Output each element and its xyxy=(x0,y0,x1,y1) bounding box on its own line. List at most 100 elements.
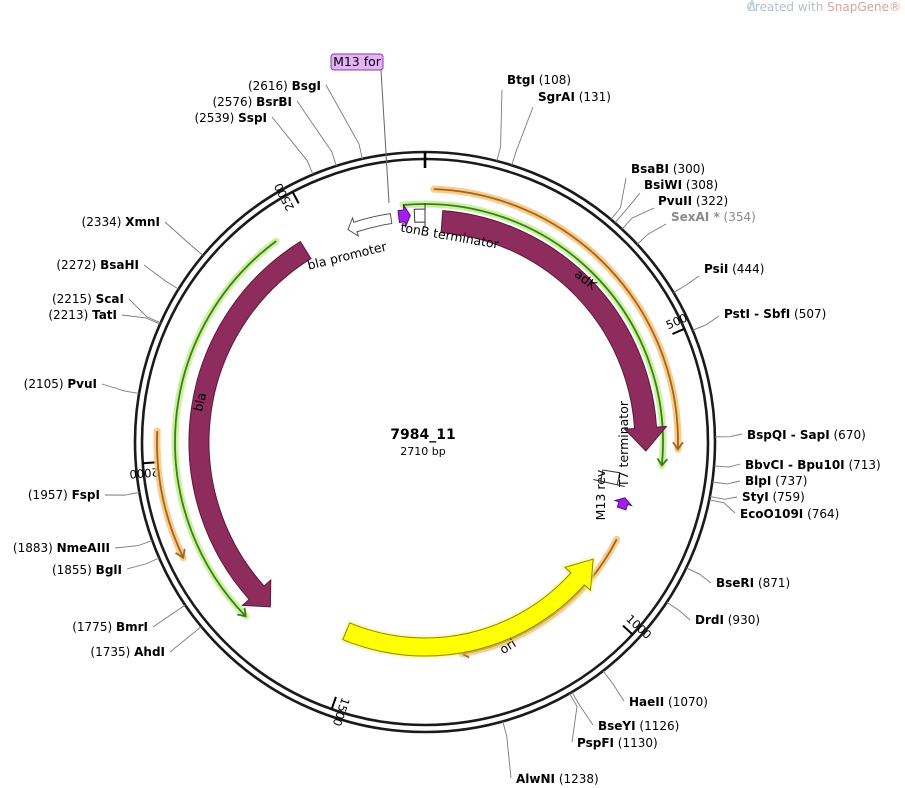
site-label: BseRI (871) xyxy=(716,576,790,590)
snapgene-logo-icon xyxy=(747,0,756,12)
site-name: PsiI xyxy=(704,262,728,276)
restriction-sites: BtgI (108) SgrAI (131) BsaBI (300) BsiWI (3… xyxy=(13,73,881,786)
site-name: StyI xyxy=(742,490,769,504)
site-position: (737) xyxy=(771,474,807,488)
site-name: PvuII xyxy=(658,194,692,208)
site-label: StyI (759) xyxy=(742,490,805,504)
feature-m13-for-arrow xyxy=(397,204,411,228)
site-bsrbi: (2576) BsrBI xyxy=(212,95,337,167)
site-position: (1130) xyxy=(614,736,658,750)
site-haeii: HaeII (1070) xyxy=(602,670,708,709)
site-fspi: (1957) FspI xyxy=(28,488,140,502)
site-bseyi: BseYI (1126) xyxy=(571,691,679,733)
site-name: PstI xyxy=(724,307,750,321)
site-name: ScaI xyxy=(96,292,124,306)
site-name: BsgI xyxy=(292,79,321,93)
site-label: BbvCI - Bpu10I (713) xyxy=(745,458,881,472)
site-xmni: (2334) XmnI xyxy=(82,215,204,256)
site-name: XmnI xyxy=(125,215,160,229)
watermark-brand: SnapGene® xyxy=(827,0,901,14)
site-position: (1957) xyxy=(28,488,72,502)
site-position: (108) xyxy=(535,73,571,87)
orf-green-adk xyxy=(399,200,669,469)
site-position: (131) xyxy=(575,90,611,104)
site-separator: - xyxy=(750,307,763,321)
site-position: (759) xyxy=(769,490,805,504)
site-separator: - xyxy=(787,428,800,442)
site-label: BsiWI (308) xyxy=(644,178,718,192)
site-label: PvuII (322) xyxy=(658,194,728,208)
site-label: (2213) TatI xyxy=(48,308,117,322)
feature-label-ori: ori xyxy=(497,636,519,657)
site-nmeaiii: (1883) NmeAIII xyxy=(13,540,153,555)
scale-tick-label: 2500 xyxy=(271,181,297,213)
site-position: (308) xyxy=(682,178,718,192)
site-position: (713) xyxy=(845,458,881,472)
site-position: (2105) xyxy=(24,377,68,391)
site-label: BseYI (1126) xyxy=(598,719,679,733)
site-name: BsaBI xyxy=(631,162,669,176)
site-sexai: SexAI * (354) xyxy=(636,210,756,245)
site-tati: (2213) TatI xyxy=(48,308,161,325)
site-label: BtgI (108) xyxy=(507,73,571,87)
orf-arrows xyxy=(153,185,684,659)
site-position: (1126) xyxy=(636,719,680,733)
site-bsgi: (2616) BsgI xyxy=(248,79,363,159)
site-separator: - xyxy=(784,458,797,472)
site-bseri: BseRI (871) xyxy=(686,567,790,590)
feature-adk-arrow xyxy=(440,210,668,452)
site-position: (1238) xyxy=(555,772,599,786)
site-label: SexAI * (354) xyxy=(671,210,756,224)
orf-orange-left xyxy=(153,427,187,562)
site-name: BlpI xyxy=(745,474,771,488)
site-bmri: (1775) BmrI xyxy=(72,604,186,634)
map-length: 2710 bp xyxy=(400,445,445,458)
site-label: (1775) BmrI xyxy=(72,620,148,634)
site-label: (1735) AhdI xyxy=(90,645,165,659)
site-label: (1957) FspI xyxy=(28,488,100,502)
site-position: (871) xyxy=(754,576,790,590)
site-label: (2616) BsgI xyxy=(248,79,321,93)
svg-text:M13 for: M13 for xyxy=(333,54,382,69)
map-name: 7984_11 xyxy=(390,427,455,443)
site-position: (2215) xyxy=(52,292,96,306)
site-ahdi: (1735) AhdI xyxy=(90,626,202,659)
site-label: DrdI (930) xyxy=(695,613,760,627)
backbone xyxy=(133,150,717,734)
site-label: PspFI (1130) xyxy=(577,736,658,750)
site-position: (2576) xyxy=(212,95,256,109)
site-label: HaeII (1070) xyxy=(629,695,708,709)
feature-bla-arrow xyxy=(188,240,312,608)
site-position: (1775) xyxy=(72,620,116,634)
site-position: (2539) xyxy=(194,111,238,125)
site-btgi: BtgI (108) xyxy=(496,73,571,162)
site-position: (444) xyxy=(728,262,764,276)
site-label: BlpI (737) xyxy=(745,474,807,488)
site-name: NmeAIII xyxy=(57,541,110,555)
site-name: BtgI xyxy=(507,73,535,87)
site-label: (2272) BsaHI xyxy=(56,258,139,272)
site-position: (1735) xyxy=(90,645,134,659)
site-position: (2334) xyxy=(82,215,126,229)
site-label: BsaBI (300) xyxy=(631,162,705,176)
site-name: SapI xyxy=(800,428,830,442)
site-name: PvuI xyxy=(67,377,97,391)
site-bgli: (1855) BglI xyxy=(52,557,160,577)
site-label: PsiI (444) xyxy=(704,262,764,276)
feature-ori-arrow xyxy=(340,556,596,658)
site-label: (2576) BsrBI xyxy=(212,95,292,109)
site-name: AlwNI xyxy=(516,772,555,786)
site-label: (2539) SspI xyxy=(194,111,267,125)
site-position: (1883) xyxy=(13,541,57,555)
feature-bla-promoter-arrow xyxy=(347,213,393,238)
site-alwni: AlwNI (1238) xyxy=(502,721,599,786)
site-label: AlwNI (1238) xyxy=(516,772,599,786)
orf-green-bla xyxy=(171,237,280,620)
feature-t7-terminator-box xyxy=(593,469,625,487)
site-position: (2272) xyxy=(56,258,100,272)
site-name: BglI xyxy=(96,563,122,577)
site-drdi: DrdI (930) xyxy=(666,601,760,627)
orf-orange-adk xyxy=(430,185,684,453)
